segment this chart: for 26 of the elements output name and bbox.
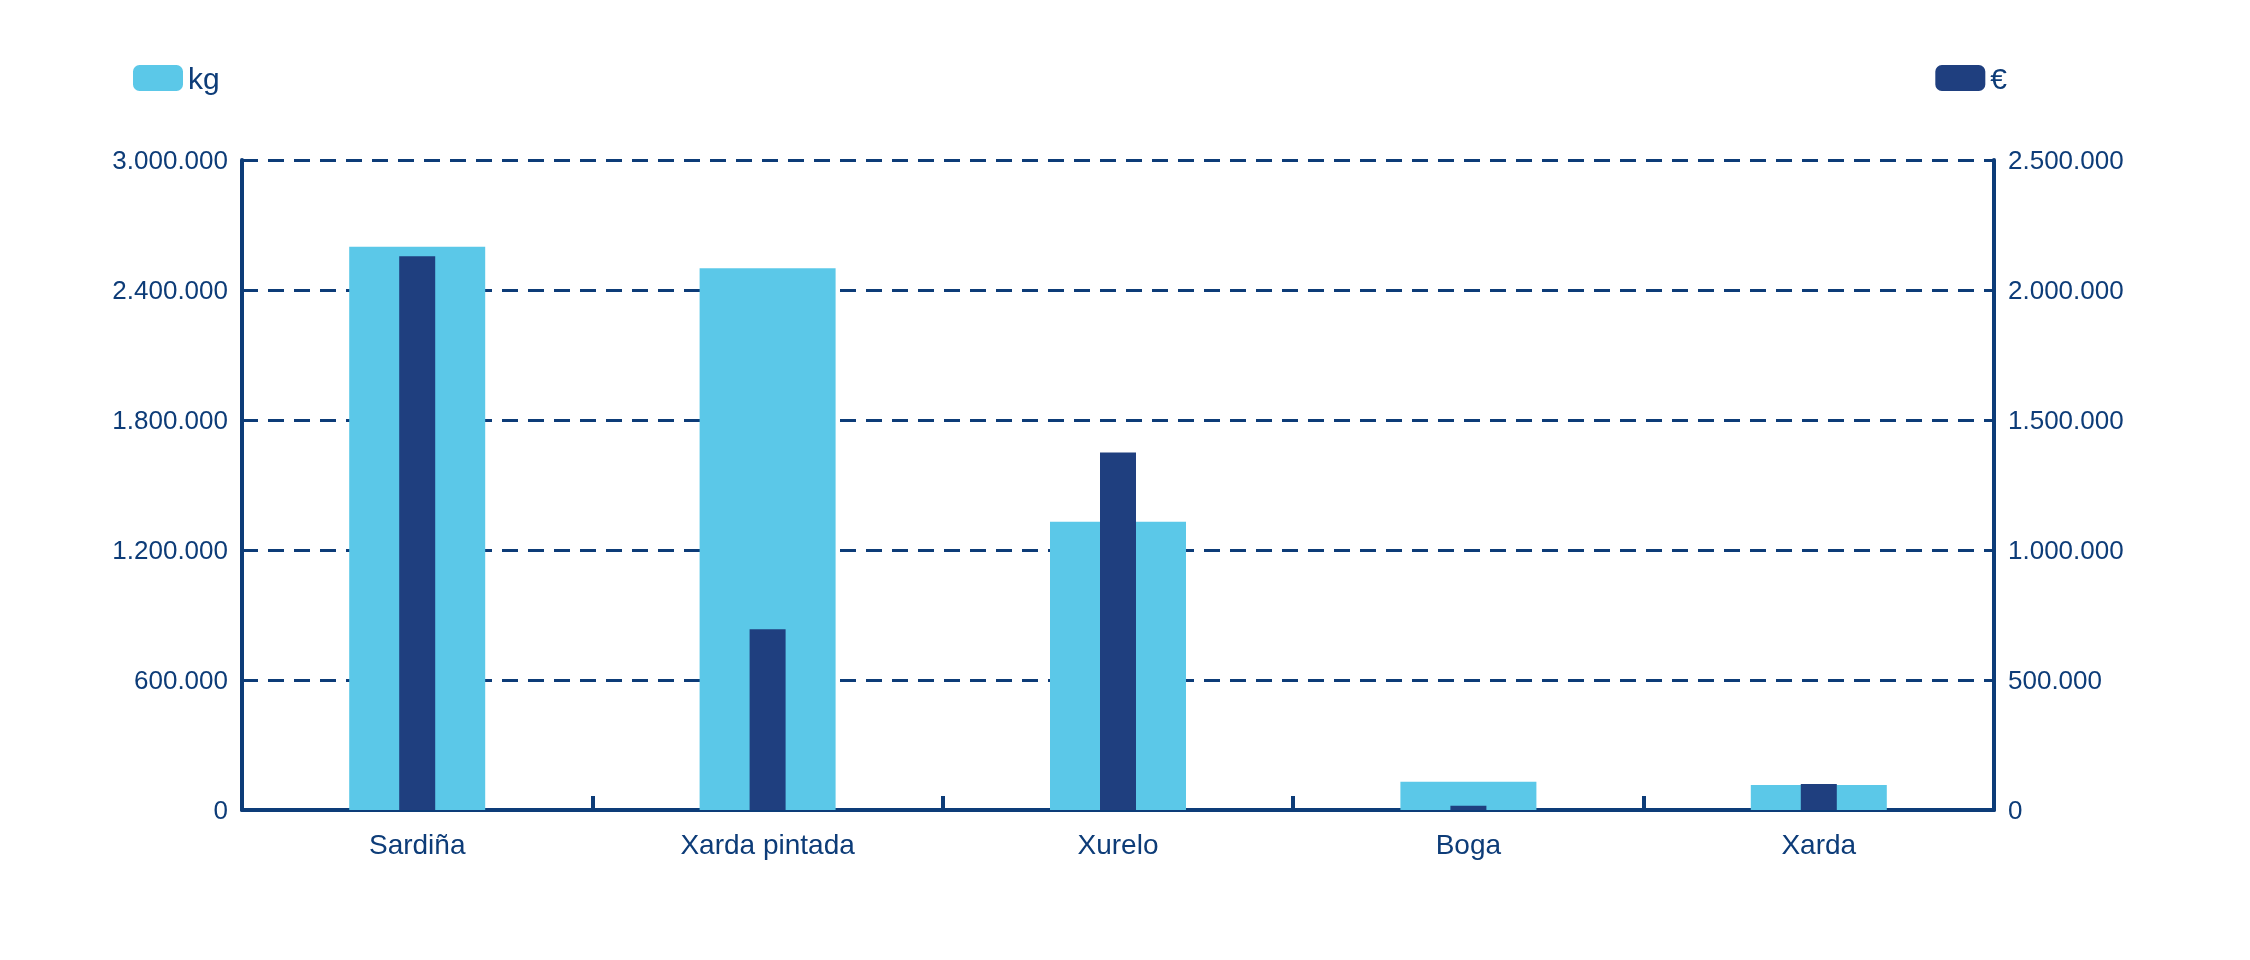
legend-label: € bbox=[1990, 61, 2008, 95]
y-tick-label: 600.000 bbox=[134, 665, 228, 695]
bar bbox=[749, 629, 786, 810]
y-tick-label: 2.400.000 bbox=[112, 275, 228, 305]
bar bbox=[699, 268, 836, 810]
x-tick-label: Xarda pintada bbox=[680, 828, 856, 860]
y-tick-label: 3.000.000 bbox=[112, 145, 228, 175]
y-tick-label: 1.200.000 bbox=[112, 535, 228, 565]
y2-tick-label: 1.000.000 bbox=[2008, 535, 2124, 565]
bar bbox=[1450, 805, 1487, 810]
x-tick-label: Xarda bbox=[1781, 828, 1857, 860]
x-tick-label: Boga bbox=[1435, 828, 1502, 860]
y-tick-label: 0 bbox=[213, 795, 228, 825]
y2-tick-label: 2.500.000 bbox=[2008, 145, 2124, 175]
y2-tick-label: 500.000 bbox=[2008, 665, 2102, 695]
y-tick-label: 1.800.000 bbox=[112, 405, 228, 435]
y2-tick-label: 2.000.000 bbox=[2008, 275, 2124, 305]
y2-tick-label: 0 bbox=[2008, 795, 2023, 825]
x-tick-label: Xurelo bbox=[1077, 828, 1159, 860]
bar bbox=[1100, 452, 1136, 810]
legend-label: kg bbox=[188, 61, 220, 95]
bar bbox=[399, 256, 436, 810]
y2-tick-label: 1.500.000 bbox=[2008, 405, 2124, 435]
x-tick-label: Sardiña bbox=[368, 828, 466, 860]
bar bbox=[1800, 784, 1837, 810]
bar bbox=[1400, 781, 1537, 810]
